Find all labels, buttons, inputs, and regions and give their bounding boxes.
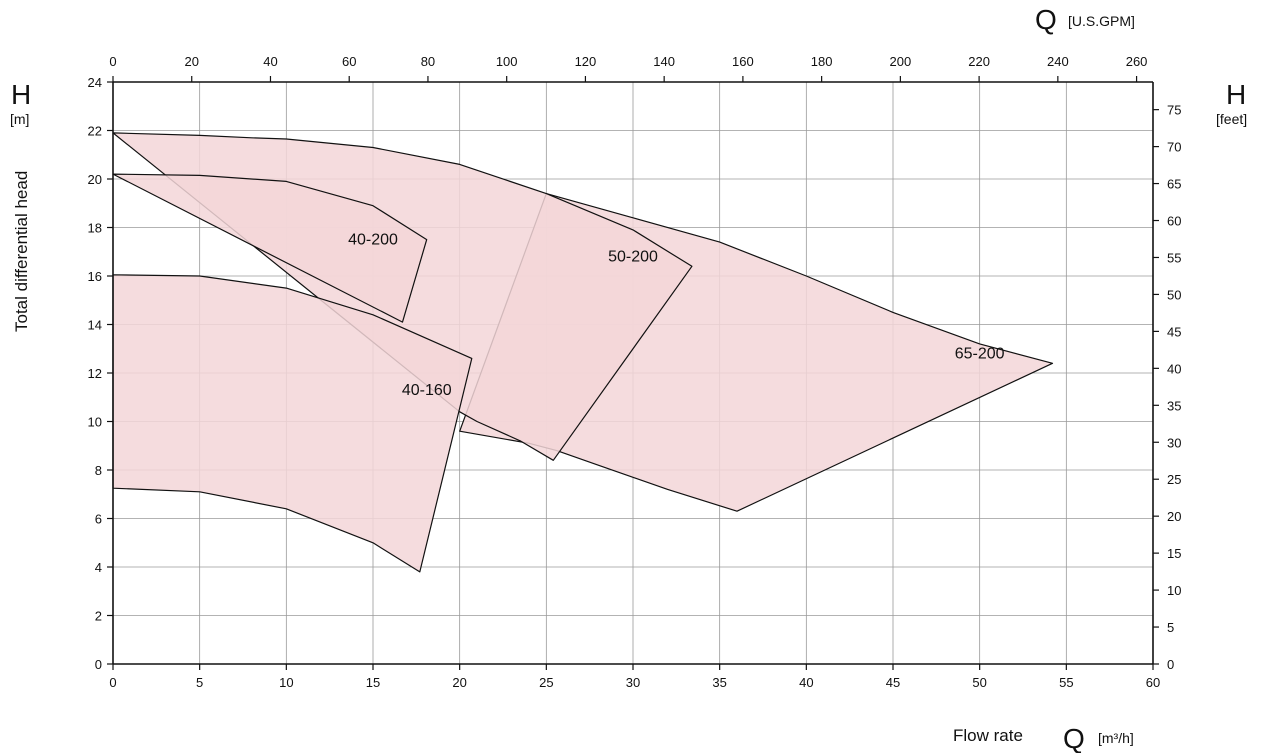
y-tick-label: 16: [88, 269, 102, 284]
y-axis-label: Total differential head: [12, 171, 31, 332]
y2-axis-unit: [feet]: [1216, 111, 1247, 127]
series-label-40-160: 40-160: [402, 382, 452, 399]
x2-tick-label: 220: [968, 54, 990, 69]
y-tick-label: 12: [88, 366, 102, 381]
series-label-40-200: 40-200: [348, 231, 398, 248]
x-tick-label: 10: [279, 675, 293, 690]
x-tick-label: 0: [109, 675, 116, 690]
x2-tick-label: 180: [811, 54, 833, 69]
series-area-40-200: [112, 173, 428, 323]
x-tick-label: 15: [366, 675, 380, 690]
x2-tick-label: 100: [496, 54, 518, 69]
x-tick-label: 60: [1146, 675, 1160, 690]
y2-tick-label: 20: [1167, 509, 1181, 524]
x2-tick-label: 0: [109, 54, 116, 69]
x2-tick-label: 200: [890, 54, 912, 69]
y2-tick-label: 25: [1167, 472, 1181, 487]
y2-tick-label: 30: [1167, 435, 1181, 450]
y-tick-label: 4: [95, 560, 102, 575]
x-tick-label: 55: [1059, 675, 1073, 690]
x-tick-label: 40: [799, 675, 813, 690]
y2-tick-label: 5: [1167, 620, 1174, 635]
axes: [107, 76, 1159, 670]
y2-tick-label: 55: [1167, 250, 1181, 265]
y2-tick-label: 75: [1167, 103, 1181, 118]
y-tick-label: 18: [88, 221, 102, 236]
x2-tick-label: 80: [421, 54, 435, 69]
x-tick-label: 50: [972, 675, 986, 690]
x-tick-label: 25: [539, 675, 553, 690]
y2-tick-label: 45: [1167, 324, 1181, 339]
tick-labels: 0 5 10 15 20 25 30 35 40 45 50 55 600 20 40 60 80 100 120 1…: [88, 54, 1182, 690]
y2-tick-label: 10: [1167, 583, 1181, 598]
x-tick-label: 20: [452, 675, 466, 690]
y-tick-label: 24: [88, 75, 102, 90]
y-tick-label: 8: [95, 463, 102, 478]
y-tick-label: 14: [88, 318, 102, 333]
x2-tick-label: 140: [653, 54, 675, 69]
x2-tick-label: 240: [1047, 54, 1069, 69]
x-axis-unit: [m³/h]: [1098, 730, 1134, 746]
plot-area: 0 5 10 15 20 25 30 35 40 45 50 55 600 20 40 60 80 100 120 1…: [88, 54, 1182, 690]
x-tick-label: 35: [712, 675, 726, 690]
x2-tick-label: 260: [1126, 54, 1148, 69]
y-axis-unit: [m]: [10, 111, 29, 127]
y2-tick-label: 60: [1167, 214, 1181, 229]
x2-axis-unit: [U.S.GPM]: [1068, 13, 1135, 29]
x-tick-label: 45: [886, 675, 900, 690]
series-area-40-160: [112, 274, 473, 573]
y2-tick-label: 40: [1167, 361, 1181, 376]
x-tick-label: 5: [196, 675, 203, 690]
x2-tick-label: 60: [342, 54, 356, 69]
y-tick-label: 6: [95, 512, 102, 527]
y-tick-label: 10: [88, 415, 102, 430]
y2-axis-symbol: H: [1226, 79, 1246, 110]
y-tick-label: 22: [88, 124, 102, 139]
y2-tick-label: 50: [1167, 287, 1181, 302]
y2-tick-label: 65: [1167, 177, 1181, 192]
x2-tick-label: 40: [263, 54, 277, 69]
x2-tick-label: 20: [185, 54, 199, 69]
series-labels: 65-200 50-200 40-200 40-160: [348, 231, 1005, 398]
x-tick-label: 30: [626, 675, 640, 690]
y2-tick-label: 15: [1167, 546, 1181, 561]
series-layer: [112, 132, 1054, 573]
y-tick-label: 0: [95, 657, 102, 672]
y-axis-symbol: H: [11, 79, 31, 110]
series-label-50-200: 50-200: [608, 248, 658, 265]
y2-tick-label: 35: [1167, 398, 1181, 413]
series-label-65-200: 65-200: [955, 345, 1005, 362]
y2-tick-label: 70: [1167, 140, 1181, 155]
x-axis-label: Flow rate: [953, 726, 1023, 745]
x-axis-symbol: Q: [1063, 723, 1085, 753]
x2-axis-symbol: Q: [1035, 4, 1057, 35]
y2-tick-label: 0: [1167, 657, 1174, 672]
y-tick-label: 2: [95, 609, 102, 624]
x2-tick-label: 160: [732, 54, 754, 69]
x2-tick-label: 120: [575, 54, 597, 69]
y-tick-label: 20: [88, 172, 102, 187]
